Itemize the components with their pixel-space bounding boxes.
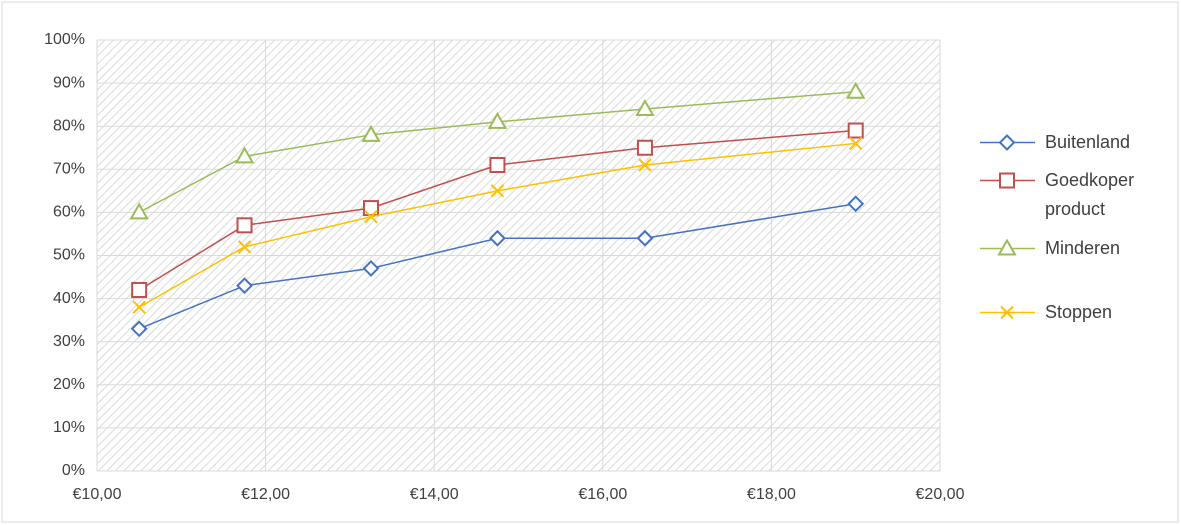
marker <box>129 202 149 220</box>
marker <box>236 217 253 234</box>
marker <box>638 158 652 172</box>
x-tick-label: €20,00 <box>916 486 965 503</box>
marker <box>361 124 381 142</box>
marker <box>489 156 506 173</box>
legend-icon <box>980 238 1035 256</box>
legend-icon <box>980 134 1035 151</box>
legend-icon <box>980 305 1035 320</box>
marker <box>132 300 146 314</box>
y-tick-label: 80% <box>53 117 85 134</box>
legend-entry: Buitenland <box>975 128 1155 157</box>
y-tick-label: 60% <box>53 204 85 221</box>
x-tick-label: €14,00 <box>410 486 459 503</box>
marker <box>489 229 506 247</box>
marker <box>847 122 864 139</box>
legend-label: Buitenland <box>1045 132 1131 152</box>
y-tick-label: 20% <box>53 376 85 393</box>
marker <box>487 111 508 129</box>
marker <box>490 184 505 198</box>
legend-entry: Goedkoper product <box>975 166 1155 224</box>
marker <box>997 238 1017 256</box>
legend-entry: Minderen <box>975 234 1155 263</box>
x-tick-label: €18,00 <box>747 486 796 503</box>
marker <box>234 146 255 164</box>
series-line <box>138 142 856 308</box>
x-tick-label: €12,00 <box>241 486 290 503</box>
marker <box>130 320 148 338</box>
marker <box>237 240 252 254</box>
y-tick-label: 70% <box>53 161 85 178</box>
series-line <box>138 90 856 214</box>
marker <box>236 277 253 295</box>
x-tick-label: €10,00 <box>73 486 122 503</box>
legend-label: Stoppen <box>1045 302 1113 322</box>
y-tick-label: 90% <box>53 74 85 91</box>
marker <box>1000 305 1014 320</box>
marker <box>847 195 865 213</box>
legend-label: Minderen <box>1045 238 1121 258</box>
marker <box>998 134 1016 151</box>
marker <box>636 139 653 156</box>
marker <box>364 210 378 224</box>
legend-icon <box>980 172 1035 189</box>
marker <box>362 260 380 277</box>
y-tick-label: 30% <box>53 333 85 350</box>
y-tick-label: 40% <box>53 290 85 307</box>
marker <box>635 98 655 116</box>
y-tick-label: 10% <box>53 419 85 436</box>
marker <box>131 281 148 298</box>
marker <box>362 200 379 217</box>
series-line <box>138 129 856 291</box>
legend-entry: Stoppen <box>975 298 1155 327</box>
marker <box>636 229 654 247</box>
y-tick-label: 0% <box>62 462 85 479</box>
y-tick-label: 100% <box>44 31 85 48</box>
series-line <box>138 203 856 330</box>
marker <box>999 172 1015 189</box>
y-tick-label: 50% <box>53 247 85 264</box>
x-tick-label: €16,00 <box>578 486 627 503</box>
legend-label: Goedkoper product <box>1045 170 1135 219</box>
marker <box>845 81 866 99</box>
marker <box>848 136 863 151</box>
